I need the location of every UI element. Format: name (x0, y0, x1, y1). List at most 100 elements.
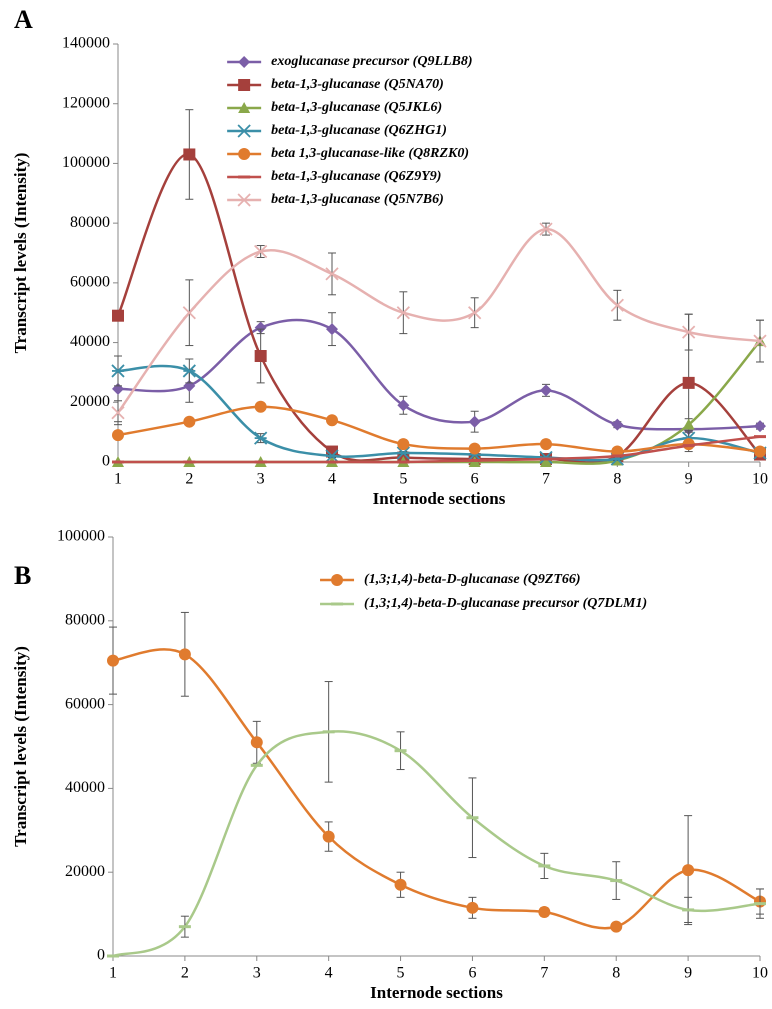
x-tick-label: 9 (685, 471, 693, 488)
marker (325, 267, 339, 281)
x-tick-label: 10 (752, 471, 768, 488)
marker (397, 438, 410, 451)
legend-entry: (1,3;1,4)-beta-D-glucanase (Q9ZT66) (320, 572, 581, 587)
y-tick-label: 0 (97, 947, 105, 964)
x-tick-label: 7 (542, 471, 550, 488)
marker-shape (254, 400, 267, 413)
x-tick-label: 6 (468, 965, 476, 982)
marker-shape (468, 306, 482, 320)
x-tick-label: 5 (399, 471, 407, 488)
marker (468, 442, 481, 455)
marker-shape (610, 298, 624, 312)
marker (112, 309, 124, 322)
marker-shape (254, 321, 267, 334)
marker (238, 148, 251, 160)
marker (111, 406, 125, 420)
marker (682, 376, 695, 389)
marker (182, 364, 196, 378)
y-tick-label: 0 (102, 453, 110, 470)
x-tick-label: 9 (684, 965, 692, 982)
marker (237, 124, 251, 138)
marker-shape (540, 456, 552, 467)
marker-shape (682, 376, 695, 389)
marker (107, 654, 119, 667)
marker-shape (466, 901, 479, 914)
marker-shape (111, 406, 125, 420)
marker-shape (322, 830, 335, 843)
y-tick-label: 100000 (57, 528, 105, 545)
marker (394, 878, 407, 891)
marker-shape (754, 445, 766, 458)
marker (325, 449, 339, 463)
marker-shape (396, 306, 410, 320)
legend-entry: beta-1,3-glucanase (Q5JKL6) (227, 100, 442, 115)
legend-label: exoglucanase precursor (Q9LLB8) (271, 54, 472, 69)
marker-shape (682, 864, 695, 877)
marker (468, 306, 482, 320)
marker-shape (326, 323, 338, 336)
series-line (117, 405, 761, 453)
marker-shape (238, 79, 251, 91)
panel-label: A (14, 5, 33, 34)
marker-shape (394, 878, 407, 891)
marker-shape (468, 415, 481, 428)
marker-shape (107, 654, 119, 667)
marker-shape (238, 148, 251, 160)
y-tick-label: 20000 (65, 863, 105, 880)
marker (331, 574, 344, 586)
marker (540, 438, 552, 451)
marker (183, 148, 196, 161)
series-line (116, 227, 761, 414)
x-tick-label: 6 (471, 471, 479, 488)
marker (178, 648, 191, 661)
series-line (117, 318, 761, 431)
marker-shape (238, 56, 251, 68)
x-tick-label: 8 (612, 965, 620, 982)
marker (754, 445, 766, 458)
marker (397, 399, 410, 412)
x-axis-label: Internode sections (373, 489, 506, 508)
y-axis-label: Transcript levels (Intensity) (11, 153, 30, 354)
marker-shape (610, 920, 623, 933)
legend-label: beta-1,3-glucanase (Q6ZHG1) (271, 123, 447, 138)
marker (183, 415, 196, 428)
marker-shape (238, 102, 251, 113)
legend-label: beta-1,3-glucanase (Q6Z9Y9) (271, 169, 441, 184)
marker-shape (183, 148, 196, 161)
marker (182, 306, 196, 320)
marker (682, 418, 695, 430)
marker-shape (397, 438, 410, 451)
marker (250, 736, 263, 749)
legend-label: (1,3;1,4)-beta-D-glucanase precursor (Q7… (364, 596, 647, 611)
x-tick-label: 3 (257, 471, 265, 488)
marker (682, 864, 695, 877)
marker (468, 415, 481, 428)
marker-shape (538, 906, 551, 919)
x-tick-label: 4 (328, 471, 336, 488)
legend-entry: beta-1,3-glucanase (Q6Z9Y9) (227, 169, 441, 184)
y-tick-label: 120000 (62, 94, 110, 111)
marker (112, 429, 124, 442)
marker (610, 298, 624, 312)
x-tick-label: 4 (325, 965, 333, 982)
marker (326, 323, 338, 336)
x-tick-label: 10 (752, 965, 768, 982)
marker-shape (682, 325, 696, 339)
legend-entry: (1,3;1,4)-beta-D-glucanase precursor (Q7… (320, 596, 647, 611)
marker-shape (183, 415, 196, 428)
y-tick-label: 40000 (65, 779, 105, 796)
marker-shape (468, 442, 481, 455)
marker (254, 350, 267, 363)
marker (754, 420, 766, 433)
marker (682, 325, 696, 339)
legend-entry: beta-1,3-glucanase (Q6ZHG1) (227, 123, 447, 138)
marker (538, 906, 551, 919)
marker (540, 384, 552, 397)
marker (611, 418, 624, 431)
y-tick-label: 40000 (70, 333, 110, 350)
marker-shape (237, 193, 251, 207)
marker (254, 244, 268, 259)
y-tick-label: 20000 (70, 393, 110, 410)
y-tick-label: 60000 (70, 274, 110, 291)
x-tick-label: 3 (253, 965, 261, 982)
